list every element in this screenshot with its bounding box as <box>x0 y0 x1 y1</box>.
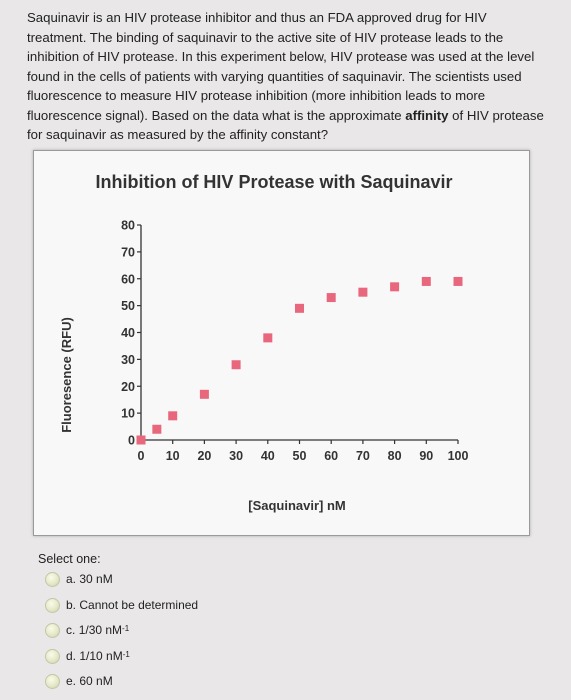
y-tick-label: 10 <box>121 407 135 421</box>
option-d-letter: d. <box>66 649 77 663</box>
data-point <box>453 276 463 286</box>
option-c[interactable]: c. 1/30 nM -1 <box>45 621 129 639</box>
data-point <box>390 282 400 292</box>
chart-title: Inhibition of HIV Protease with Saquinav… <box>95 172 452 192</box>
x-tick-label: 80 <box>388 449 402 463</box>
option-b[interactable]: b. Cannot be determined <box>45 596 198 614</box>
question-text: Saquinavir is an HIV protease inhibitor … <box>27 8 547 145</box>
radio-icon[interactable] <box>45 622 60 638</box>
chart-points <box>136 276 463 445</box>
question-text-part2: of HIV protease for saquinavir as measur… <box>27 107 544 143</box>
data-point <box>295 303 304 313</box>
option-d-text: 1/10 nM <box>79 649 123 663</box>
radio-icon[interactable] <box>45 673 60 689</box>
y-tick-label: 60 <box>121 272 135 286</box>
option-c-text: 1/30 nM <box>78 623 123 637</box>
option-c-sup: -1 <box>122 623 130 633</box>
data-point <box>326 293 336 303</box>
y-tick-label: 0 <box>128 434 135 448</box>
option-d[interactable]: d. 1/10 nM -1 <box>45 647 130 665</box>
data-point <box>168 411 178 421</box>
x-tick-label: 10 <box>166 449 180 463</box>
x-tick-label: 50 <box>293 449 307 463</box>
y-axis-label: Fluoresence (RFU) <box>59 317 74 433</box>
x-tick-label: 70 <box>356 449 370 463</box>
option-a[interactable]: a. 30 nM <box>45 570 113 588</box>
x-tick-label: 90 <box>419 449 433 463</box>
x-tick-label: 100 <box>448 449 469 463</box>
option-a-letter: a. <box>66 572 77 586</box>
x-tick-label: 60 <box>324 449 338 463</box>
chart-svg: Inhibition of HIV Protease with Saquinav… <box>59 172 468 513</box>
y-tick-label: 70 <box>121 245 135 259</box>
x-tick-label: 20 <box>197 449 211 463</box>
option-e-text: 60 nM <box>79 674 113 688</box>
data-point <box>358 287 368 297</box>
y-tick-label: 80 <box>121 219 135 233</box>
x-tick-label: 0 <box>138 449 145 463</box>
data-point <box>263 333 273 343</box>
option-d-sup: -1 <box>122 649 130 659</box>
data-point <box>421 276 431 286</box>
question-bold-word: affinity <box>405 107 449 123</box>
chart-card: Inhibition of HIV Protease with Saquinav… <box>33 150 530 536</box>
question-text-part1: Saquinavir is an HIV protease inhibitor … <box>27 10 535 123</box>
x-tick-label: 40 <box>261 449 275 463</box>
x-tick-label: 30 <box>229 449 243 463</box>
select-one-label: Select one: <box>38 552 101 566</box>
radio-icon[interactable] <box>45 648 60 664</box>
data-point <box>199 389 209 399</box>
data-point <box>136 435 146 445</box>
data-point <box>231 360 241 370</box>
option-e-letter: e. <box>66 674 77 688</box>
option-a-text: 30 nM <box>79 572 113 586</box>
radio-icon[interactable] <box>45 597 60 613</box>
option-b-text: Cannot be determined <box>79 598 199 612</box>
chart-ticks: 0 10 20 30 40 50 60 70 80 0 10 20 30 40 50 60 70 80 90 100 <box>121 219 468 464</box>
x-axis-label: [Saquinavir] nM <box>248 498 346 513</box>
radio-icon[interactable] <box>45 571 60 587</box>
option-c-letter: c. <box>66 623 76 637</box>
chart-axes <box>140 225 458 441</box>
y-tick-label: 30 <box>121 353 135 367</box>
y-tick-label: 40 <box>121 326 135 340</box>
y-tick-label: 20 <box>121 380 135 394</box>
y-tick-label: 50 <box>121 299 135 313</box>
data-point <box>152 424 162 434</box>
option-b-letter: b. <box>66 598 77 612</box>
option-e[interactable]: e. 60 nM <box>45 672 113 690</box>
